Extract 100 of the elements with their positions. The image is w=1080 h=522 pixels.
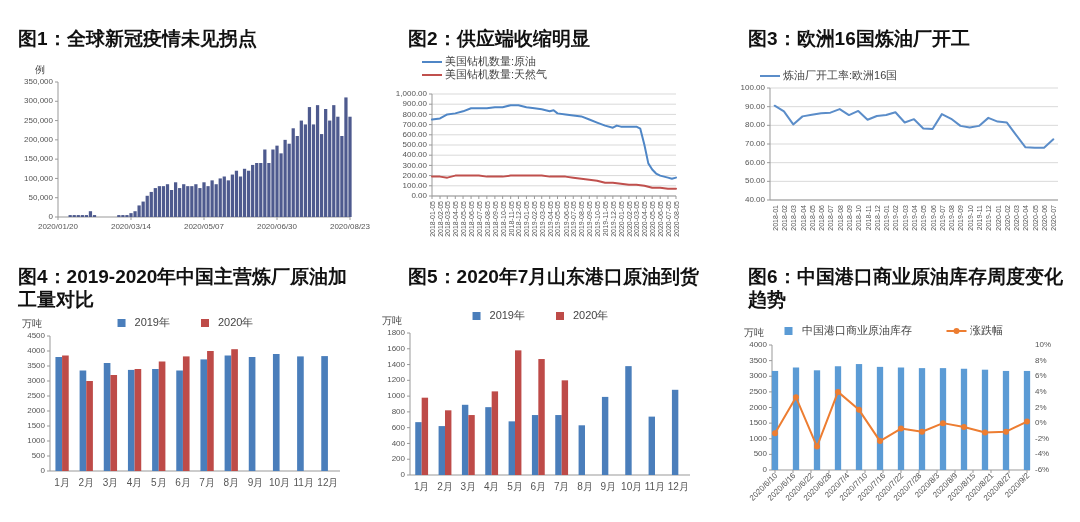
x-tick-label: 2月 <box>437 481 453 492</box>
y-tick-label: 1200 <box>387 375 406 385</box>
bar <box>182 184 186 217</box>
bar <box>176 370 183 471</box>
y-tick-label: 4500 <box>27 331 46 341</box>
x-tick-label: 2020/01/20 <box>37 222 79 231</box>
bar <box>515 350 522 475</box>
y-tick-label: 0.00 <box>411 191 428 201</box>
x-tick-label: 11月 <box>293 477 314 488</box>
x-tick-label: 1月 <box>54 477 70 488</box>
bar <box>79 370 87 471</box>
bar <box>158 361 166 471</box>
x-tick-label: 2020/06/30 <box>256 222 298 231</box>
bar <box>251 164 255 217</box>
y-tick-label: 0 <box>400 470 406 480</box>
bar <box>445 410 452 475</box>
x-tick-label: 2020/08/23 <box>329 222 371 231</box>
bar <box>161 186 166 217</box>
chart-title: 图1：全球新冠疫情未见拐点 <box>18 28 257 49</box>
bar <box>149 191 153 217</box>
bar <box>344 97 348 217</box>
bar <box>145 195 149 217</box>
x-tick-label: 12月 <box>667 481 689 492</box>
legend-label: 2019年 <box>489 308 526 321</box>
y-tick-label: 2000 <box>27 406 46 416</box>
legend-label: 2020年 <box>573 308 609 321</box>
bar <box>421 397 429 475</box>
y-tick-label: 70.00 <box>744 139 766 149</box>
bar <box>110 375 118 471</box>
legend-label: 2020年 <box>218 315 254 328</box>
y-tick-label: 500.00 <box>402 140 428 150</box>
y-tick-label: 200.00 <box>402 170 428 180</box>
legend-label: 2019年 <box>134 315 171 328</box>
line-series <box>431 104 677 180</box>
bar <box>186 186 190 217</box>
point <box>982 429 988 436</box>
y-tick-label: 3500 <box>27 361 46 371</box>
y-tick-label: 2500 <box>749 386 768 396</box>
bar <box>561 380 569 475</box>
y-tick-label: 500 <box>31 451 46 461</box>
line-series <box>773 104 1055 149</box>
y-tick-label: 600.00 <box>402 129 428 139</box>
y-tick-label: 0 <box>40 466 46 476</box>
y-tick-label: 2000 <box>749 402 768 412</box>
y2-tick-label: 2% <box>1035 402 1047 412</box>
bar <box>182 356 190 471</box>
bar <box>88 211 93 217</box>
y2-tick-label: -6% <box>1035 465 1050 475</box>
y-tick-label: 60.00 <box>744 157 766 167</box>
bar <box>332 105 336 217</box>
point <box>919 428 925 435</box>
bar <box>134 369 142 471</box>
bar <box>202 182 206 217</box>
bar <box>461 404 469 475</box>
x-tick-label: 6月 <box>530 481 547 492</box>
y-tick-label: 100,000 <box>24 173 54 183</box>
bar <box>157 186 162 217</box>
bar <box>153 188 157 217</box>
bar <box>508 421 515 475</box>
point <box>961 424 967 431</box>
chart-title: 图2：供应端收缩明显 <box>408 28 590 49</box>
chart-title: 图5：2020年7月山东港口原油到货 <box>408 266 701 287</box>
y-tick-label: 250,000 <box>24 115 54 125</box>
y2-tick-label: 4% <box>1035 386 1047 396</box>
bar <box>491 391 499 475</box>
bar <box>230 174 235 217</box>
bar <box>129 213 133 217</box>
y-tick-label: 1500 <box>27 421 46 431</box>
y-tick-label: 150,000 <box>24 154 54 164</box>
legend-label: 美国钻机数量:原油 <box>445 54 537 67</box>
y-tick-label: 200,000 <box>24 134 54 144</box>
point <box>940 420 946 427</box>
bar <box>271 149 275 217</box>
x-tick-label: 11月 <box>644 481 666 492</box>
bar <box>152 369 159 471</box>
bar <box>485 407 492 475</box>
y2-tick-label: 0% <box>1035 418 1047 428</box>
bar <box>625 366 632 475</box>
x-tick-label: 5月 <box>507 481 523 492</box>
y-axis-title: 万吨 <box>22 318 42 329</box>
x-tick-label: 7月 <box>199 477 215 488</box>
x-tick-label: 10月 <box>621 481 643 492</box>
point <box>814 443 820 450</box>
bar <box>299 120 303 217</box>
chart-title: 图3：欧洲16国炼油厂开工 <box>748 28 970 49</box>
bar <box>210 180 214 217</box>
bar <box>263 149 267 217</box>
bar <box>165 184 170 217</box>
x-tick-label: 7月 <box>553 481 570 492</box>
bar <box>194 184 198 217</box>
legend-label: 中国港口商业原油库存 <box>801 323 912 336</box>
bar <box>55 357 63 471</box>
bar <box>86 381 93 471</box>
point <box>856 406 862 413</box>
y-tick-label: 3000 <box>27 376 46 386</box>
bar <box>127 369 135 471</box>
y-tick-label: 1500 <box>749 418 768 428</box>
bar <box>283 139 287 217</box>
y-tick-label: 3000 <box>749 371 768 381</box>
point <box>1024 418 1030 425</box>
